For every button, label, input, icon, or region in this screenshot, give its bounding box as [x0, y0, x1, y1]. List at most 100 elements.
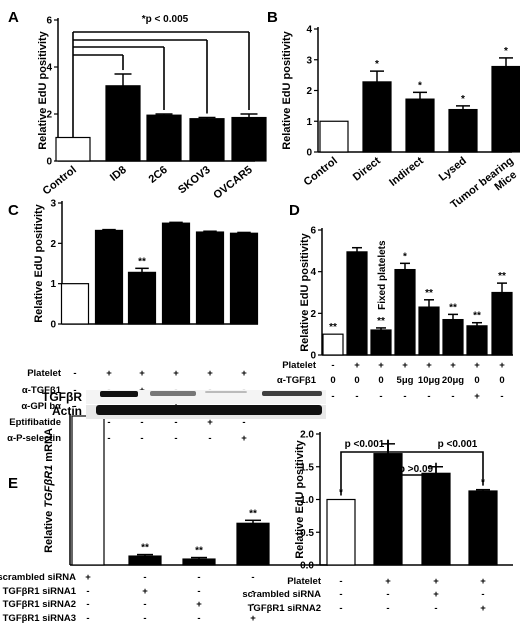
condition-cell: + [480, 603, 486, 614]
condition-cell: - [143, 599, 146, 610]
condition-cell: - [197, 586, 200, 597]
condition-cell: + [250, 613, 256, 624]
p-value-annotation: p <0.001 [438, 439, 478, 450]
y-axis-label: Relative TGFβR1 mRNA [43, 428, 55, 553]
y-tick-label: 1.0 [300, 495, 314, 506]
condition-cell: + [173, 368, 179, 379]
significance-mark: * [461, 94, 465, 105]
significance-mark: * [403, 251, 407, 262]
bar [322, 333, 344, 356]
y-tick-label: 2 [306, 86, 312, 97]
comparison-brackets: p <0.001 p <0.001 p >0.09 [340, 439, 484, 496]
bar [442, 318, 464, 356]
condition-cell: - [143, 613, 146, 624]
bar [468, 490, 498, 566]
condition-cell: + [106, 368, 112, 379]
fixed-platelets-annotation: Fixed platelets [377, 240, 388, 310]
y-tick-label: 2 [46, 110, 52, 121]
y-tick-label: 0 [306, 148, 312, 159]
condition-cell: + [433, 576, 439, 587]
category-label: 2C6 [147, 164, 170, 186]
y-axis-label: Relative EdU positivity [294, 439, 306, 558]
condition-cell: - [500, 391, 503, 402]
bar [319, 120, 349, 153]
category-label: Direct [351, 155, 383, 184]
y-tick-label: 0 [46, 157, 52, 168]
y-tick-label: 0 [310, 351, 316, 362]
category-label: Lysed [437, 155, 469, 184]
y-tick-label: 3 [306, 55, 312, 66]
y-tick-label: 0 [50, 320, 56, 331]
significance-mark: ** [138, 256, 146, 267]
condition-cell: - [143, 572, 146, 583]
category-label: Indirect [387, 155, 426, 189]
bar [394, 268, 416, 356]
blot-label: TGFβR [42, 390, 82, 404]
condition-cell: + [450, 360, 456, 371]
condition-cell: 0 [474, 375, 479, 386]
blot-band [100, 391, 138, 397]
category-label: OVCAR5 [211, 164, 255, 202]
bar [418, 306, 440, 356]
y-axis-label: Relative EdU positivity [33, 203, 45, 322]
bar [491, 291, 513, 356]
significance-mark: ** [498, 271, 506, 282]
y-tick-label: 0.5 [300, 528, 314, 539]
condition-cell: + [433, 589, 439, 600]
condition-cell: - [73, 401, 76, 412]
significance-mark: ** [141, 543, 149, 554]
bar [346, 251, 368, 356]
bar [466, 325, 488, 356]
condition-cell: - [86, 586, 89, 597]
bar [236, 522, 270, 566]
y-tick-label: 1.5 [300, 462, 314, 473]
condition-cell: + [385, 576, 391, 587]
condition-cell: + [474, 391, 480, 402]
condition-label: Platelet [27, 368, 62, 379]
significance-mark: * [504, 46, 508, 57]
y-tick-label: 2.0 [300, 430, 314, 441]
condition-cell: 0 [354, 375, 359, 386]
condition-cell: + [241, 433, 247, 444]
bar [146, 114, 182, 162]
condition-cell: - [174, 417, 177, 428]
condition-cell: 10μg [418, 375, 440, 386]
y-tick-label: 0.0 [300, 561, 314, 572]
condition-cell: + [241, 368, 247, 379]
condition-label: Eptifibatide [9, 417, 61, 428]
y-tick-label: 2 [310, 309, 316, 320]
blot-label: Actin [52, 404, 82, 418]
condition-cell: - [379, 391, 382, 402]
y-tick-label: 3 [50, 199, 56, 210]
bar [326, 498, 356, 566]
bar [421, 472, 451, 566]
bar [182, 558, 216, 566]
condition-cell: - [174, 433, 177, 444]
bar [370, 329, 392, 356]
condition-cell: 20μg [442, 375, 464, 386]
panel-letter: C [8, 202, 19, 219]
condition-cell: + [378, 360, 384, 371]
significance-mark: * [418, 80, 422, 91]
comparison-brackets: *p < 0.005 [72, 14, 250, 138]
panel-letter: B [267, 9, 278, 26]
condition-label: TGFβR1 siRNA1 [3, 586, 77, 597]
condition-cell: + [142, 586, 148, 597]
y-tick-label: 4 [46, 63, 52, 74]
p-value-annotation: p <0.001 [345, 439, 385, 450]
condition-cell: 5μg [397, 375, 414, 386]
condition-label: α-GPI bα [21, 401, 61, 412]
category-label: ID8 [108, 164, 129, 184]
p-value-annotation: p >0.09 [399, 464, 434, 475]
condition-cell: - [140, 417, 143, 428]
condition-cell: - [251, 572, 254, 583]
condition-label: TGFβR1 siRNA3 [3, 613, 76, 624]
condition-cell: - [197, 572, 200, 583]
y-tick-label: 2 [50, 239, 56, 250]
bar [161, 222, 191, 325]
condition-cell: - [331, 360, 334, 371]
panel-letter: D [289, 202, 300, 219]
